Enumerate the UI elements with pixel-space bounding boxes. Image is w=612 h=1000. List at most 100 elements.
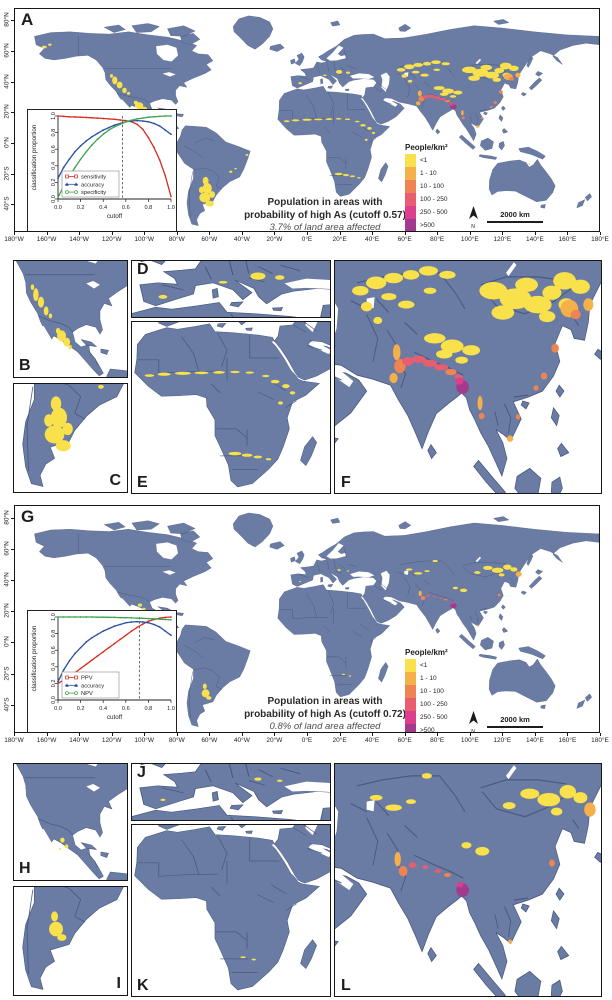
panel-label-h: H <box>19 860 31 877</box>
population-legend-a-row: 1 - 10 <box>405 167 485 180</box>
population-legend-g-title: People/km² <box>405 648 448 657</box>
svg-text:sensitivity: sensitivity <box>81 175 106 181</box>
panel-e-africa-map: E <box>131 321 331 494</box>
panel-a-lon-label: 180°W <box>4 236 24 243</box>
panel-g-lon-tick <box>469 733 471 736</box>
population-legend-g-swatch <box>405 698 416 711</box>
svg-text:accuracy: accuracy <box>81 683 104 689</box>
svg-text:0.0: 0.0 <box>51 195 57 203</box>
svg-text:cutoff: cutoff <box>107 714 123 721</box>
svg-text:0.4: 0.4 <box>51 663 57 671</box>
panel-g-lon-tick <box>502 733 504 736</box>
population-legend-a-label: >500 <box>420 222 435 229</box>
panel-a-lat-label: 80°N <box>3 12 11 28</box>
panel-a-lon-label: 80°W <box>168 236 185 243</box>
panel-g-lon-tick <box>372 733 374 736</box>
inset-chart-g: 0.0 0.0 0.2 0.2 0.4 0.4 0.6 0.6 0.8 0.8 1.0 1.0 clas… <box>27 610 177 732</box>
population-legend-g-row: 10 - 100 <box>405 685 485 698</box>
population-legend-a-label: 100 - 250 <box>420 196 448 203</box>
panel-label-d: D <box>137 261 149 278</box>
population-legend-g-swatch <box>405 659 416 672</box>
panel-a-lon-tick <box>339 232 341 235</box>
panel-a-lon-label: 120°W <box>101 236 122 243</box>
panel-label-c: C <box>109 472 121 489</box>
panel-g-lon-label: 80°W <box>168 737 185 744</box>
svg-text:0.6: 0.6 <box>122 706 130 712</box>
panel-g-lon-label: 20°W <box>266 737 283 744</box>
panel-a-lat-tick <box>11 20 14 22</box>
panel-g-lon-tick <box>404 733 406 736</box>
panel-label-j: J <box>137 764 146 781</box>
caption-a: Population in areas with probability of … <box>175 197 475 231</box>
population-legend-g-swatch <box>405 672 416 685</box>
svg-text:0.2: 0.2 <box>51 179 57 187</box>
panel-label-f: F <box>341 474 351 491</box>
caption-a-line1: Population in areas with <box>267 197 383 208</box>
panel-k-africa-map: K <box>131 824 331 997</box>
panel-a-lon-tick <box>600 232 601 235</box>
panel-g-lon-label: 20°E <box>332 737 347 744</box>
panel-a-lat-tick <box>11 173 14 175</box>
panel-g-lat-tick <box>11 642 14 644</box>
panel-a-lon-label: 20°E <box>332 236 347 243</box>
panel-a-lon-tick <box>241 232 243 235</box>
population-legend-g-label: 1 - 10 <box>420 675 437 682</box>
panel-g-lon-label: 40°E <box>365 737 380 744</box>
panel-a-world-map: A 0.0 0.0 0.2 0.2 0.4 0.4 0.6 0.6 0.8 0.8 1.0 1.0 cl… <box>14 8 600 232</box>
panel-g-lon-label: 0°E <box>301 737 313 744</box>
population-legend-a-label: 1 - 10 <box>420 170 437 177</box>
svg-text:0.8: 0.8 <box>51 129 57 137</box>
panel-g-lon-label: 60°W <box>201 737 218 744</box>
inset-chart-a: 0.0 0.0 0.2 0.2 0.4 0.4 0.6 0.6 0.8 0.8 1.0 1.0 clas… <box>27 109 177 231</box>
panel-g-lat-label: 0°N <box>3 636 11 648</box>
population-legend-g-label: 10 - 100 <box>420 688 444 695</box>
panel-a-lon-label: 100°E <box>460 236 479 243</box>
panel-a-lon-label: 60°E <box>397 236 412 243</box>
panel-a-lon-tick <box>46 232 48 235</box>
panel-a-lon-tick <box>144 232 146 235</box>
panel-a-lon-tick <box>79 232 81 235</box>
north-arrow-icon <box>468 206 478 219</box>
panel-g-lon-tick <box>144 733 146 736</box>
panel-a-lon-tick <box>567 232 569 235</box>
panel-a-lon-tick <box>209 232 211 235</box>
population-legend-g-label: >500 <box>420 727 435 733</box>
panel-i-south-america-map: I <box>13 886 128 996</box>
population-legend-a-swatch <box>405 167 416 180</box>
north-arrow-g: N <box>467 711 479 732</box>
panel-a-lon-label: 100°W <box>134 236 154 243</box>
panel-g-lon-tick <box>307 733 308 736</box>
population-legend-g-row: <1 <box>405 659 485 672</box>
panel-a-lat-label: 20°S <box>3 166 11 181</box>
svg-text:0.4: 0.4 <box>51 162 57 170</box>
population-legend-g-row: 250 - 500 <box>405 711 485 724</box>
panel-g-lon-tick <box>14 733 15 736</box>
panel-a-lat-label: 0°N <box>3 137 11 148</box>
north-arrow-a: N <box>467 206 479 230</box>
caption-g-line3: 0.8% of land area affected <box>269 721 381 732</box>
panel-a-lon-tick <box>404 232 406 235</box>
population-legend-a-swatch <box>405 154 416 167</box>
panel-a-lon-label: 60°W <box>201 236 218 243</box>
panel-a-lat-label: 40°S <box>3 196 11 211</box>
panel-g-lat-label: 20°S <box>3 666 11 681</box>
svg-text:cutoff: cutoff <box>107 213 123 220</box>
svg-text:1.0: 1.0 <box>51 112 57 120</box>
population-legend-a-label: 250 - 500 <box>420 209 448 216</box>
panel-g-lat-tick <box>11 704 14 706</box>
panel-d-europe-map: D <box>131 260 331 318</box>
panel-c-south-america-map: C <box>13 383 128 493</box>
panel-a-lon-label: 40°E <box>365 236 380 243</box>
population-legend-a-swatch <box>405 206 416 219</box>
panel-label-k: K <box>137 977 149 994</box>
panel-g-lon-label: 140°W <box>69 737 89 744</box>
svg-text:1.0: 1.0 <box>51 613 57 621</box>
svg-text:0.8: 0.8 <box>51 630 57 638</box>
panel-g-lon-tick <box>46 733 48 736</box>
panel-g-lat-tick <box>11 517 14 519</box>
population-legend-g-label: <1 <box>420 662 428 669</box>
panel-a-lon-label: 20°W <box>266 236 283 243</box>
caption-a-line2: probability of high As (cutoff 0.57) <box>244 209 406 221</box>
svg-text:0.0: 0.0 <box>54 706 62 712</box>
